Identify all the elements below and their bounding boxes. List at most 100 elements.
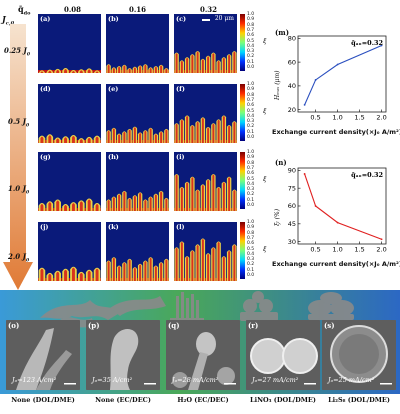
simulation-panel: (j) <box>38 222 101 281</box>
micrograph-letter: (o) <box>8 321 20 330</box>
colorbar-label: ξ <box>263 38 267 45</box>
panel-letter: (c) <box>176 15 187 23</box>
colorbar-tick: 0.5 <box>247 108 255 114</box>
simulation-panel: (d) <box>38 84 101 143</box>
x-tick-label: 1.5 <box>354 114 364 121</box>
colorbar-tick: 0.0 <box>247 65 255 70</box>
y-tick-label: 45 <box>288 220 296 228</box>
x-tick-label: 2.0 <box>376 246 386 253</box>
colorbar-tick: 0.4 <box>247 43 255 49</box>
colorbar: 1.0 0.9 0.8 0.7 0.6 0.5 0.4 0.3 0.2 0.1 0.0 ξ <box>240 150 272 211</box>
j-symbol: Jc,0 <box>2 14 15 27</box>
colorbar-tick: 0.4 <box>247 251 255 257</box>
micrograph-image <box>6 320 80 390</box>
colorbar: 1.0 0.9 0.8 0.7 0.6 0.5 0.4 0.3 0.2 0.1 0.0 ξ <box>240 82 272 143</box>
panel-letter: (l) <box>176 223 185 231</box>
sem-micrograph: (q) Jₒ=28 mA/cm² <box>166 320 240 390</box>
colorbar-tick: 0.1 <box>247 197 255 203</box>
micrograph-image <box>86 320 160 390</box>
sem-micrograph: (p) Jₒ=35 A/cm² <box>86 320 160 390</box>
y-tick-label: 30 <box>288 238 296 246</box>
colorbar-tick: 0.8 <box>247 22 255 28</box>
colorbar-tick: 0.2 <box>247 124 255 130</box>
current-density-label: Jₒ=27 mA/cm² <box>252 376 299 384</box>
colorbar-label: ξ <box>263 176 267 183</box>
row-label-4: 2.0 J0 <box>8 252 30 264</box>
colorbar-tick: 0.0 <box>247 203 255 208</box>
colorbar-label: ξ <box>263 108 267 115</box>
colorbar-tick: 0.7 <box>247 235 255 241</box>
panel-letter: (d) <box>40 85 51 93</box>
colorbar-tick: 0.9 <box>247 155 255 161</box>
colorbar-label: ξ <box>263 246 267 253</box>
colorbar: 1.0 0.9 0.8 0.7 0.6 0.5 0.4 0.3 0.2 0.1 0.0 ξ <box>240 12 272 73</box>
colorbar-tick: 0.6 <box>247 241 255 247</box>
simulation-panel: (f) <box>174 84 237 143</box>
colorbar-tick: 0.6 <box>247 103 255 109</box>
colorbar-tick: 0.8 <box>247 230 255 236</box>
y-tick-label: 75 <box>288 184 296 192</box>
colorbar-gradient <box>240 222 245 279</box>
micrograph-image <box>322 320 396 390</box>
colorbar-tick: 0.6 <box>247 171 255 177</box>
y-tick-label: 90 <box>288 167 296 175</box>
colorbar-tick: 0.9 <box>247 87 255 93</box>
colorbar-tick: 1.0 <box>247 12 255 17</box>
colorbar-tick: 0.7 <box>247 97 255 103</box>
colorbar-tick: 0.7 <box>247 27 255 33</box>
simulation-panel: (e) <box>106 84 169 143</box>
simulation-panel: (i) <box>174 152 237 211</box>
colorbar-tick: 0.9 <box>247 225 255 231</box>
colorbar-tick: 0.2 <box>247 192 255 198</box>
colorbar-gradient <box>240 84 245 141</box>
row-label-3: 1.0 J0 <box>8 184 30 196</box>
chart-n: 90 75 60 45 30 0.5 1.0 1.5 2.0 q̄ₐₒ=0.32 <box>288 167 387 253</box>
micrograph-letter: (q) <box>168 321 180 330</box>
x-tick-label: 2.0 <box>376 114 386 121</box>
colorbar-tick: 0.4 <box>247 113 255 119</box>
current-density-label: Jₒ=123 A/cm² <box>12 376 57 384</box>
increasing-arrow <box>3 24 33 290</box>
y-tick-label: 60 <box>288 58 296 66</box>
q-symbol: q̄do <box>18 4 31 17</box>
panel-letter: (e) <box>108 85 119 93</box>
plot-frame <box>297 35 387 113</box>
colorbar-tick: 0.4 <box>247 181 255 187</box>
micrograph-image <box>246 320 320 390</box>
colorbar-tick: 0.5 <box>247 38 255 44</box>
col-label-3: 0.32 <box>200 5 218 14</box>
plot-frame <box>297 167 387 245</box>
chart-annotation: q̄ₐₒ=0.32 <box>351 171 383 179</box>
micrograph-letter: (p) <box>88 321 100 330</box>
data-point <box>336 63 339 66</box>
panel-letter: (k) <box>108 223 119 231</box>
chart-m-letter: (m) <box>275 28 290 37</box>
scale-bar <box>202 19 210 21</box>
colorbar-tick: 0.2 <box>247 262 255 268</box>
colorbar-tick: 0.8 <box>247 160 255 166</box>
data-point <box>336 221 339 224</box>
micrograph-caption: None (DOL/DME) <box>11 396 75 404</box>
colorbar-tick: 1.0 <box>247 220 255 225</box>
colorbar-tick: 0.7 <box>247 165 255 171</box>
row-label-1: 0.25 J0 <box>4 46 30 58</box>
colorbar-tick: 0.3 <box>247 257 255 263</box>
colorbar-tick: 0.3 <box>247 187 255 193</box>
chart-n-letter: (n) <box>275 158 287 167</box>
micrograph-caption: LiNO₃ (DOL/DME) <box>250 396 316 404</box>
panel-letter: (j) <box>40 223 49 231</box>
chart-annotation: q̄ₐₒ=0.32 <box>351 39 383 47</box>
colorbar: 1.0 0.9 0.8 0.7 0.6 0.5 0.4 0.3 0.2 0.1 0.0 ξ <box>240 220 272 281</box>
colorbar-tick: 0.1 <box>247 129 255 135</box>
sem-micrograph: (o) Jₒ=123 A/cm² <box>6 320 80 390</box>
row-label-2: 0.5 J0 <box>8 117 30 129</box>
micrograph-caption: None (EC/DEC) <box>95 396 151 404</box>
sem-micrograph: (s) Jₒ=25 mA/cm² <box>322 320 396 390</box>
chart-n-xlabel: Exchange current density(×J₀ A/m²) <box>272 260 400 268</box>
colorbar-tick: 1.0 <box>247 150 255 155</box>
panel-letter: (h) <box>108 153 119 161</box>
y-tick-label: 60 <box>288 202 296 210</box>
y-tick-label: 80 <box>288 35 296 43</box>
current-density-label: Jₒ=28 mA/cm² <box>172 376 219 384</box>
